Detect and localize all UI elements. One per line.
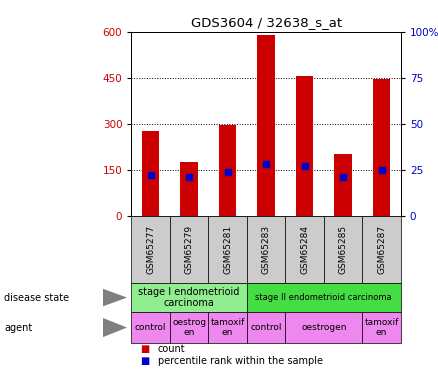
Text: count: count <box>158 344 185 354</box>
Text: control: control <box>251 323 282 332</box>
Bar <box>258 35 275 216</box>
Bar <box>362 216 401 283</box>
Bar <box>170 216 208 283</box>
Bar <box>285 312 362 343</box>
Bar <box>131 216 170 283</box>
Text: ■: ■ <box>140 356 149 366</box>
Text: GSM65279: GSM65279 <box>185 225 194 274</box>
Bar <box>362 312 401 343</box>
Text: GSM65287: GSM65287 <box>377 225 386 274</box>
Bar <box>208 312 247 343</box>
Text: control: control <box>135 323 166 332</box>
Bar <box>247 283 401 312</box>
Text: ■: ■ <box>140 344 149 354</box>
Text: GSM65284: GSM65284 <box>300 225 309 274</box>
Bar <box>131 283 247 312</box>
Text: oestrog
en: oestrog en <box>172 318 206 337</box>
Text: GSM65277: GSM65277 <box>146 225 155 274</box>
Text: agent: agent <box>4 322 32 333</box>
Title: GDS3604 / 32638_s_at: GDS3604 / 32638_s_at <box>191 16 342 29</box>
Bar <box>131 312 170 343</box>
Text: disease state: disease state <box>4 292 70 303</box>
Text: percentile rank within the sample: percentile rank within the sample <box>158 356 323 366</box>
Text: GSM65281: GSM65281 <box>223 225 232 274</box>
Text: GSM65285: GSM65285 <box>339 225 347 274</box>
Text: stage I endometrioid
carcinoma: stage I endometrioid carcinoma <box>138 287 240 308</box>
Bar <box>285 216 324 283</box>
Bar <box>219 125 236 216</box>
Bar <box>334 154 352 216</box>
Bar <box>296 76 313 216</box>
Bar <box>247 216 285 283</box>
Bar <box>142 131 159 216</box>
Text: tamoxif
en: tamoxif en <box>364 318 399 337</box>
Polygon shape <box>103 289 127 306</box>
Bar <box>373 80 390 216</box>
Bar <box>170 312 208 343</box>
Polygon shape <box>103 318 127 337</box>
Bar <box>180 162 198 216</box>
Bar <box>208 216 247 283</box>
Text: tamoxif
en: tamoxif en <box>210 318 245 337</box>
Text: GSM65283: GSM65283 <box>261 225 271 274</box>
Text: stage II endometrioid carcinoma: stage II endometrioid carcinoma <box>255 293 392 302</box>
Text: oestrogen: oestrogen <box>301 323 346 332</box>
Bar <box>247 312 285 343</box>
Bar <box>324 216 362 283</box>
